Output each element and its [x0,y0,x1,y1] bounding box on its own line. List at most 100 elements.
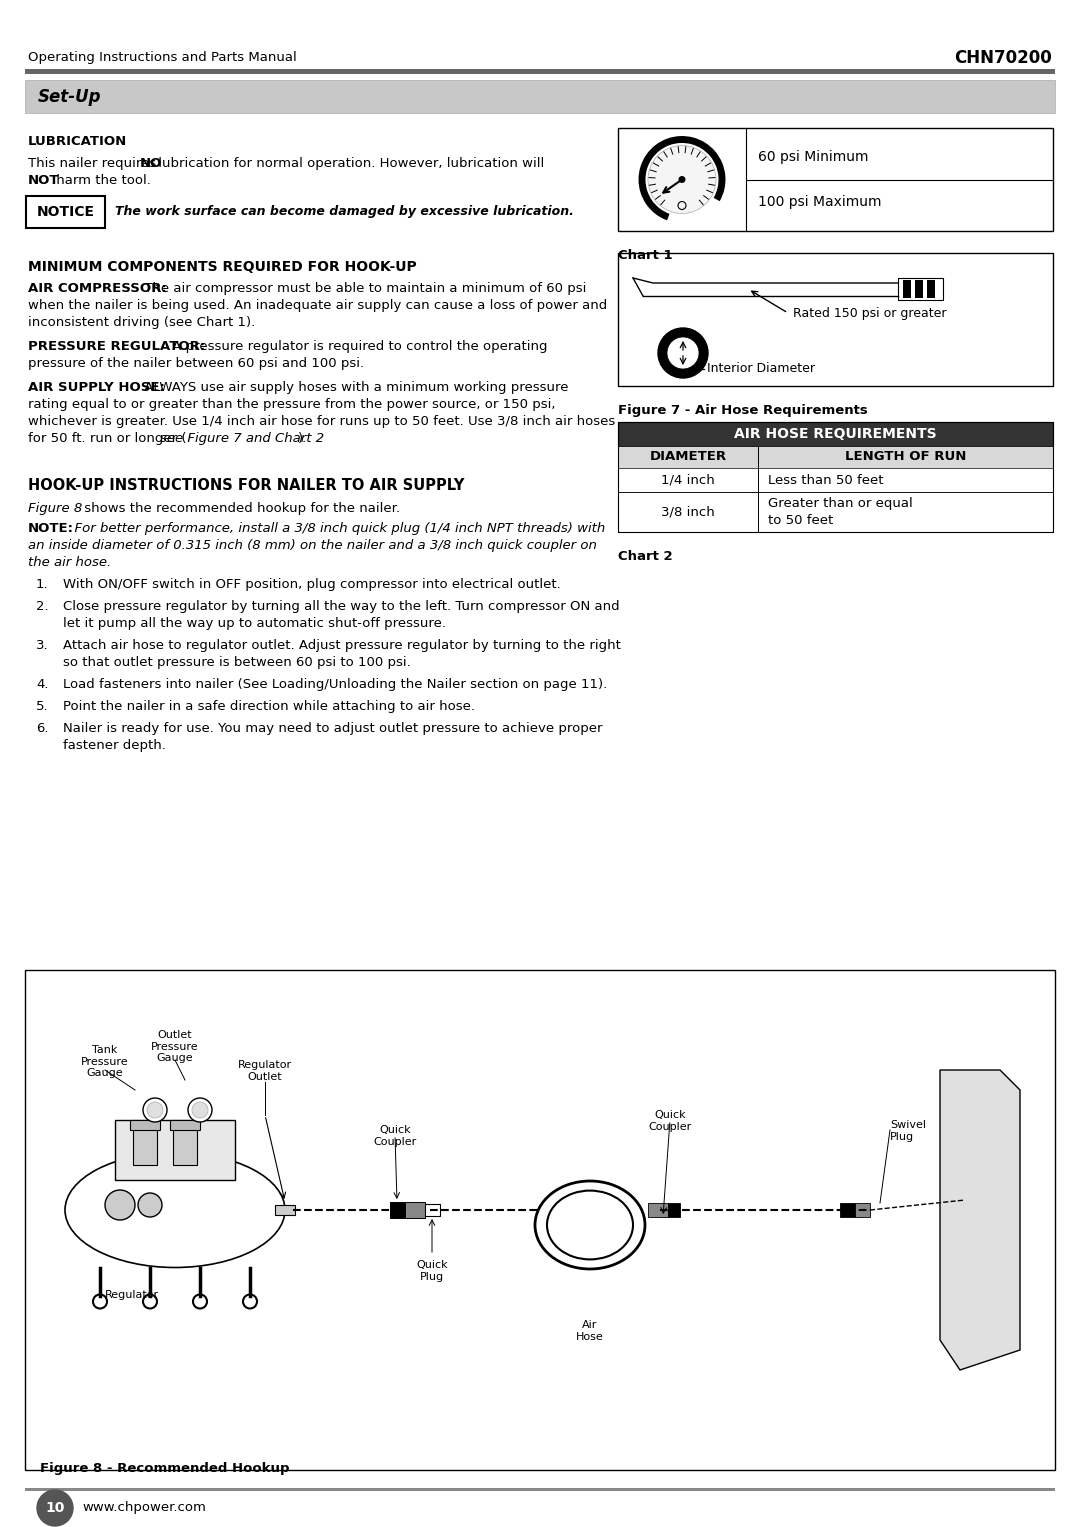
Bar [840,1203,855,1217]
Text: Interior Diameter: Interior Diameter [707,362,815,376]
Text: Quick
Plug: Quick Plug [416,1260,448,1281]
Text: 60 psi Minimum: 60 psi Minimum [758,150,868,163]
Bar [618,492,1053,531]
Text: LUBRICATION: LUBRICATION [28,134,127,148]
Circle shape [147,1102,163,1118]
Text: fastener depth.: fastener depth. [63,739,166,751]
Text: 6.: 6. [36,722,49,734]
Circle shape [648,145,716,214]
Text: see Figure 7 and Chart 2: see Figure 7 and Chart 2 [160,432,324,444]
Text: CHN70200: CHN70200 [955,49,1052,67]
Text: Load fasteners into nailer (See Loading/Unloading the Nailer section on page 11): Load fasteners into nailer (See Loading/… [63,678,607,692]
Text: LENGTH OF RUN: LENGTH OF RUN [845,450,967,464]
Text: Figure 7 - Air Hose Requirements: Figure 7 - Air Hose Requirements [618,405,867,417]
Text: NOTE:: NOTE: [28,522,75,534]
Text: Close pressure regulator by turning all the way to the left. Turn compressor ON : Close pressure regulator by turning all … [63,600,620,612]
Text: DIAMETER: DIAMETER [649,450,727,464]
Bar [170,1119,200,1130]
Text: Attach air hose to regulator outlet. Adjust pressure regulator by turning to the: Attach air hose to regulator outlet. Adj… [63,638,621,652]
Bar [618,467,1053,492]
Text: Quick
Coupler: Quick Coupler [374,1125,417,1147]
Circle shape [105,1190,135,1220]
FancyBboxPatch shape [26,195,105,228]
Circle shape [192,1102,208,1118]
Text: AIR COMPRESSOR:: AIR COMPRESSOR: [28,282,166,295]
Bar [618,253,1053,386]
Text: Regulator
Outlet: Regulator Outlet [238,1060,292,1081]
Text: 5.: 5. [36,699,49,713]
Text: let it pump all the way up to automatic shut-off pressure.: let it pump all the way up to automatic … [63,617,446,631]
Text: AIR HOSE REQUIREMENTS: AIR HOSE REQUIREMENTS [734,428,936,441]
Circle shape [678,176,686,183]
Bar [405,1202,426,1219]
Text: Outlet
Pressure
Gauge: Outlet Pressure Gauge [151,1031,199,1063]
Text: MINIMUM COMPONENTS REQUIRED FOR HOOK-UP: MINIMUM COMPONENTS REQUIRED FOR HOOK-UP [28,260,417,273]
Text: pressure of the nailer between 60 psi and 100 psi.: pressure of the nailer between 60 psi an… [28,357,364,370]
Bar [426,1203,440,1215]
Text: Tank
Pressure
Gauge: Tank Pressure Gauge [81,1044,129,1078]
Circle shape [243,1295,257,1309]
Circle shape [93,1295,107,1309]
Text: so that outlet pressure is between 60 psi to 100 psi.: so that outlet pressure is between 60 ps… [63,657,410,669]
Text: Air
Hose: Air Hose [576,1319,604,1342]
Text: 2.: 2. [36,600,49,612]
Circle shape [37,1490,73,1525]
Text: an inside diameter of 0.315 inch (8 mm) on the nailer and a 3/8 inch quick coupl: an inside diameter of 0.315 inch (8 mm) … [28,539,597,551]
Text: The work surface can become damaged by excessive lubrication.: The work surface can become damaged by e… [114,206,573,218]
Text: 3.: 3. [36,638,49,652]
Text: Chart 2: Chart 2 [618,550,673,563]
Text: ).: ). [298,432,307,444]
Text: PRESSURE REGULATOR:: PRESSURE REGULATOR: [28,341,205,353]
Text: Operating Instructions and Parts Manual: Operating Instructions and Parts Manual [28,52,297,64]
Bar [114,1119,235,1180]
Text: Regulator: Regulator [105,1290,159,1299]
Bar [648,1203,669,1217]
Bar [275,1205,295,1215]
Circle shape [658,328,708,379]
Text: 3/8 inch: 3/8 inch [661,505,715,519]
Text: This nailer requires: This nailer requires [28,157,161,169]
Bar [915,279,923,298]
Bar [927,279,935,298]
Text: the air hose.: the air hose. [28,556,111,570]
Text: inconsistent driving (see Chart 1).: inconsistent driving (see Chart 1). [28,316,255,328]
Text: Figure 8: Figure 8 [28,502,82,515]
Text: With ON/OFF switch in OFF position, plug compressor into electrical outlet.: With ON/OFF switch in OFF position, plug… [63,579,561,591]
Text: harm the tool.: harm the tool. [52,174,151,186]
Text: www.chpower.com: www.chpower.com [82,1501,206,1515]
Text: shows the recommended hookup for the nailer.: shows the recommended hookup for the nai… [80,502,400,515]
Text: NO: NO [140,157,162,169]
Bar [855,1203,870,1217]
Text: when the nailer is being used. An inadequate air supply can cause a loss of powe: when the nailer is being used. An inadeq… [28,299,607,312]
Circle shape [143,1295,157,1309]
Text: 1.: 1. [36,579,49,591]
Text: rating equal to or greater than the pressure from the power source, or 150 psi,: rating equal to or greater than the pres… [28,399,555,411]
Text: Less than 50 feet: Less than 50 feet [768,473,883,487]
Text: Figure 8 - Recommended Hookup: Figure 8 - Recommended Hookup [40,1461,289,1475]
Text: whichever is greater. Use 1/4 inch air hose for runs up to 50 feet. Use 3/8 inch: whichever is greater. Use 1/4 inch air h… [28,415,616,428]
Circle shape [143,1098,167,1122]
Text: Greater than or equal: Greater than or equal [768,498,913,510]
Bar [618,421,1053,446]
Ellipse shape [65,1153,285,1267]
Text: to 50 feet: to 50 feet [768,513,834,527]
Text: Quick
Coupler: Quick Coupler [648,1110,691,1132]
Text: Nailer is ready for use. You may need to adjust outlet pressure to achieve prope: Nailer is ready for use. You may need to… [63,722,603,734]
Bar [669,1203,680,1217]
Bar [25,69,1055,73]
Text: 4.: 4. [36,678,49,692]
Text: The air compressor must be able to maintain a minimum of 60 psi: The air compressor must be able to maint… [140,282,586,295]
Text: HOOK-UP INSTRUCTIONS FOR NAILER TO AIR SUPPLY: HOOK-UP INSTRUCTIONS FOR NAILER TO AIR S… [28,478,464,493]
Circle shape [193,1295,207,1309]
Text: Chart 1: Chart 1 [618,249,673,263]
Bar [618,128,1053,231]
Bar [133,1125,157,1165]
Text: NOT: NOT [28,174,59,186]
Bar [390,1202,405,1219]
Text: For better performance, install a 3/8 inch quick plug (1/4 inch NPT threads) wit: For better performance, install a 3/8 in… [66,522,605,534]
Bar [25,79,1055,113]
Text: AIR SUPPLY HOSE:: AIR SUPPLY HOSE: [28,382,165,394]
Text: 1/4 inch: 1/4 inch [661,473,715,487]
Bar [618,446,1053,467]
Bar [618,421,1053,531]
